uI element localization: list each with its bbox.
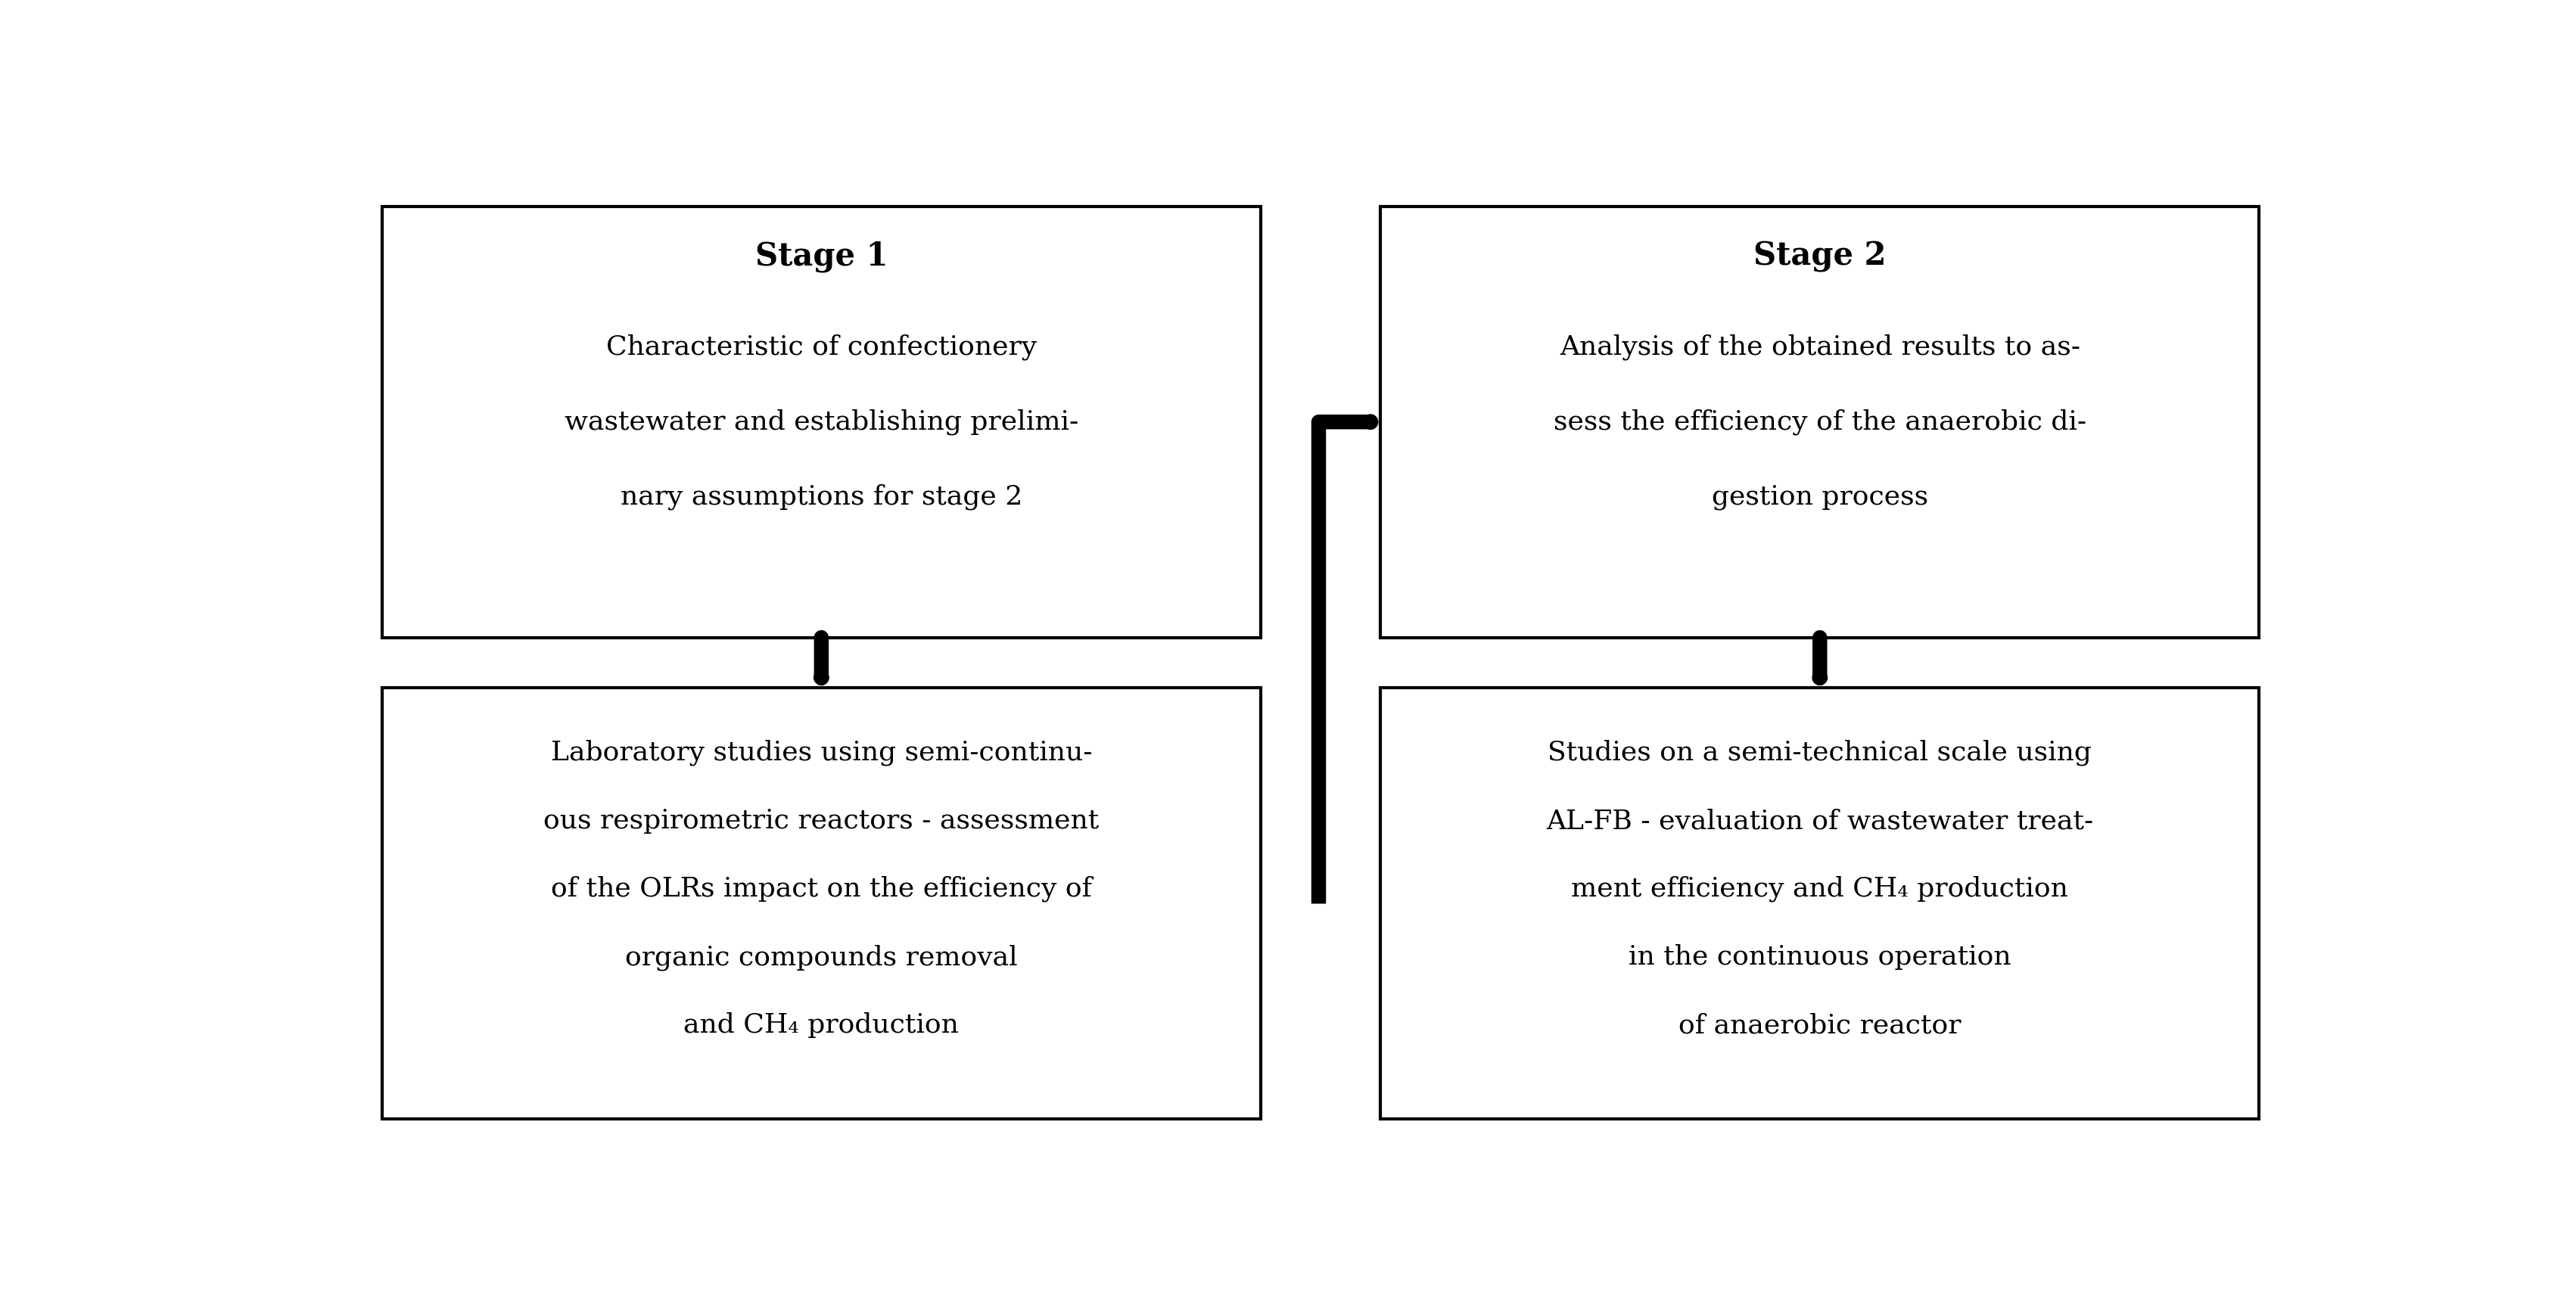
Text: and CH₄ production: and CH₄ production	[683, 1013, 958, 1038]
Text: in the continuous operation: in the continuous operation	[1628, 944, 2009, 970]
Text: gestion process: gestion process	[1710, 484, 1927, 510]
FancyBboxPatch shape	[381, 687, 1260, 1118]
Text: of anaerobic reactor: of anaerobic reactor	[1677, 1013, 1960, 1038]
Text: Analysis of the obtained results to as-: Analysis of the obtained results to as-	[1558, 333, 2079, 359]
Text: of the OLRs impact on the efficiency of: of the OLRs impact on the efficiency of	[551, 876, 1092, 902]
FancyBboxPatch shape	[1381, 687, 2259, 1118]
Text: Characteristic of confectionery: Characteristic of confectionery	[605, 333, 1036, 359]
Text: ment efficiency and CH₄ production: ment efficiency and CH₄ production	[1571, 876, 2069, 902]
Text: Stage 2: Stage 2	[1752, 241, 1886, 272]
Text: Laboratory studies using semi-continu-: Laboratory studies using semi-continu-	[551, 740, 1092, 766]
FancyBboxPatch shape	[381, 207, 1260, 638]
Text: sess the efficiency of the anaerobic di-: sess the efficiency of the anaerobic di-	[1553, 409, 2087, 435]
Text: Studies on a semi-technical scale using: Studies on a semi-technical scale using	[1548, 740, 2092, 766]
Text: organic compounds removal: organic compounds removal	[626, 944, 1018, 970]
Text: nary assumptions for stage 2: nary assumptions for stage 2	[621, 484, 1023, 510]
Text: ous respirometric reactors - assessment: ous respirometric reactors - assessment	[544, 809, 1100, 833]
Text: wastewater and establishing prelimi-: wastewater and establishing prelimi-	[564, 409, 1077, 435]
FancyBboxPatch shape	[1381, 207, 2259, 638]
Text: AL-FB - evaluation of wastewater treat-: AL-FB - evaluation of wastewater treat-	[1546, 809, 2092, 833]
Text: Stage 1: Stage 1	[755, 241, 889, 272]
